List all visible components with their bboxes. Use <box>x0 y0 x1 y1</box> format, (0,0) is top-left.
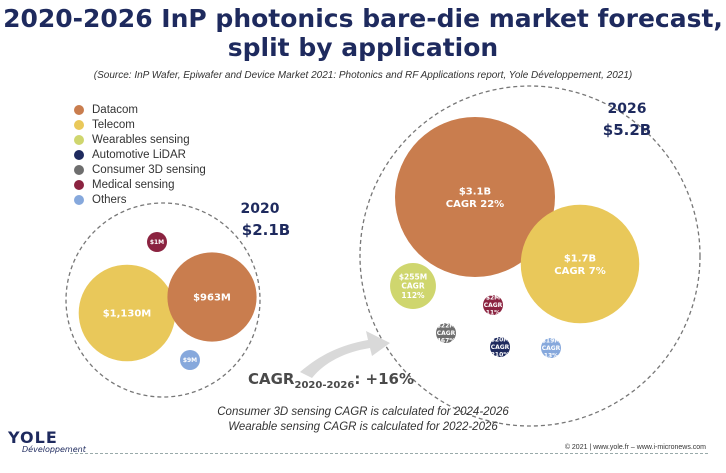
bubble-label: $1,130M <box>103 309 152 320</box>
bubble-label: CAGR <box>437 330 456 337</box>
bubble-medical-sensing <box>147 232 167 252</box>
legend-label: Medical sensing <box>92 178 175 191</box>
bubble-consumer-3d-sensing <box>436 323 456 343</box>
legend: Datacom Telecom Wearables sensing Automotiv… <box>74 102 206 207</box>
bubble-label: $963M <box>193 293 231 304</box>
bubble-label: CAGR 7% <box>554 266 605 277</box>
legend-item: Wearables sensing <box>74 132 206 147</box>
title-line-2: split by application <box>227 33 499 62</box>
bubble-telecom <box>520 204 640 324</box>
bubble-label: $3.1B <box>459 186 491 197</box>
bubble-label: 112% <box>401 291 425 300</box>
footer-text: © 2021 | www.yole.fr – www.i-micronews.c… <box>560 444 706 451</box>
legend-label: Datacom <box>92 103 139 116</box>
group-outline-2020 <box>65 202 261 398</box>
bubble-label: $9M <box>183 357 197 364</box>
bubble-medical-sensing <box>483 295 503 315</box>
bubble-datacom <box>167 252 257 342</box>
legend-swatch <box>74 179 84 190</box>
group-total-label: $5.2B <box>603 121 651 139</box>
legend-item: Medical sensing <box>74 177 206 192</box>
legend-swatch <box>74 119 84 130</box>
legend-item: Consumer 3D sensing <box>74 162 206 177</box>
growth-arrow <box>300 331 390 378</box>
bubble-label: $19M <box>542 338 561 345</box>
bubble-label: CAGR <box>542 345 561 352</box>
legend-label: Telecom <box>92 118 135 131</box>
bubble-label: 467% <box>437 338 456 345</box>
logo-subtitle: Développement <box>22 445 86 454</box>
legend-label: Wearables sensing <box>92 133 190 146</box>
chart-title: 2020-2026 InP photonics bare-die market … <box>0 4 726 62</box>
bubble-others <box>541 338 561 358</box>
legend-swatch <box>74 164 84 175</box>
bubble-label: CAGR <box>484 302 503 309</box>
source-note: (Source: InP Wafer, Epiwafer and Device … <box>93 70 633 81</box>
bubble-datacom <box>395 117 555 277</box>
bubble-telecom <box>78 264 176 362</box>
bubble-label: 13% <box>544 353 558 360</box>
cagr-prefix: CAGR <box>248 370 295 388</box>
legend-swatch <box>74 134 84 145</box>
bubble-label: 11% <box>486 310 500 317</box>
bubble-label: $20M <box>491 337 510 344</box>
group-year-label: 2020 <box>241 201 280 217</box>
footer-divider <box>70 453 708 454</box>
bubble-label: $255M <box>399 272 427 281</box>
legend-swatch <box>74 104 84 115</box>
legend-label: Others <box>92 193 127 206</box>
cagr-label: CAGR2020-2026: +16% <box>248 370 414 391</box>
bubble-label: 210% <box>491 352 510 359</box>
legend-item: Telecom <box>74 117 206 132</box>
bubble-label: CAGR <box>401 282 424 291</box>
legend-item: Automotive LiDAR <box>74 147 206 162</box>
group-total-label: $2.1B <box>242 221 290 239</box>
cagr-period: 2020-2026 <box>294 380 355 391</box>
bubble-wearables-sensing <box>390 263 436 309</box>
legend-item: Others <box>74 192 206 207</box>
bubble-label: CAGR <box>491 344 510 351</box>
group-year-label: 2026 <box>608 101 647 117</box>
bubble-label: $1.7B <box>564 253 596 264</box>
cagr-value: : +16% <box>354 370 415 388</box>
bubble-label: $22M <box>437 323 456 330</box>
yole-logo: YOLE Développement <box>8 428 86 454</box>
bubble-label: $1M <box>150 239 164 246</box>
legend-label: Automotive LiDAR <box>92 148 186 161</box>
note-consumer-3d: Consumer 3D sensing CAGR is calculated f… <box>217 406 509 418</box>
bubble-label: $2M <box>486 295 500 302</box>
group-outline-2026 <box>359 85 701 427</box>
logo-wordmark: YOLE <box>8 428 58 447</box>
note-wearable: Wearable sensing CAGR is calculated for … <box>228 421 498 433</box>
legend-swatch <box>74 194 84 205</box>
bubble-automotive-lidar <box>490 337 510 357</box>
title-line-1: 2020-2026 InP photonics bare-die market … <box>3 4 723 33</box>
bubble-others <box>180 350 200 370</box>
bubble-label: CAGR 22% <box>446 199 504 210</box>
legend-swatch <box>74 149 84 160</box>
legend-label: Consumer 3D sensing <box>92 163 206 176</box>
legend-item: Datacom <box>74 102 206 117</box>
